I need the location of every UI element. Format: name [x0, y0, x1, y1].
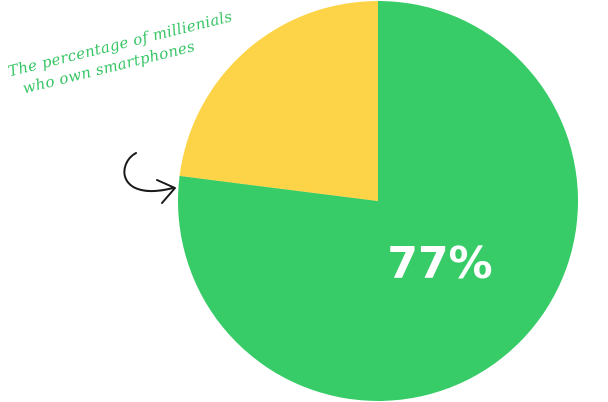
annotation-arrow-icon [123, 152, 174, 192]
pie-slice-1 [179, 1, 378, 201]
pie-slices [177, 1, 578, 401]
annotation-arrowhead-icon [156, 179, 176, 204]
pie-slice-data-label: 77% [387, 238, 492, 289]
pie-slice-0 [177, 1, 578, 401]
